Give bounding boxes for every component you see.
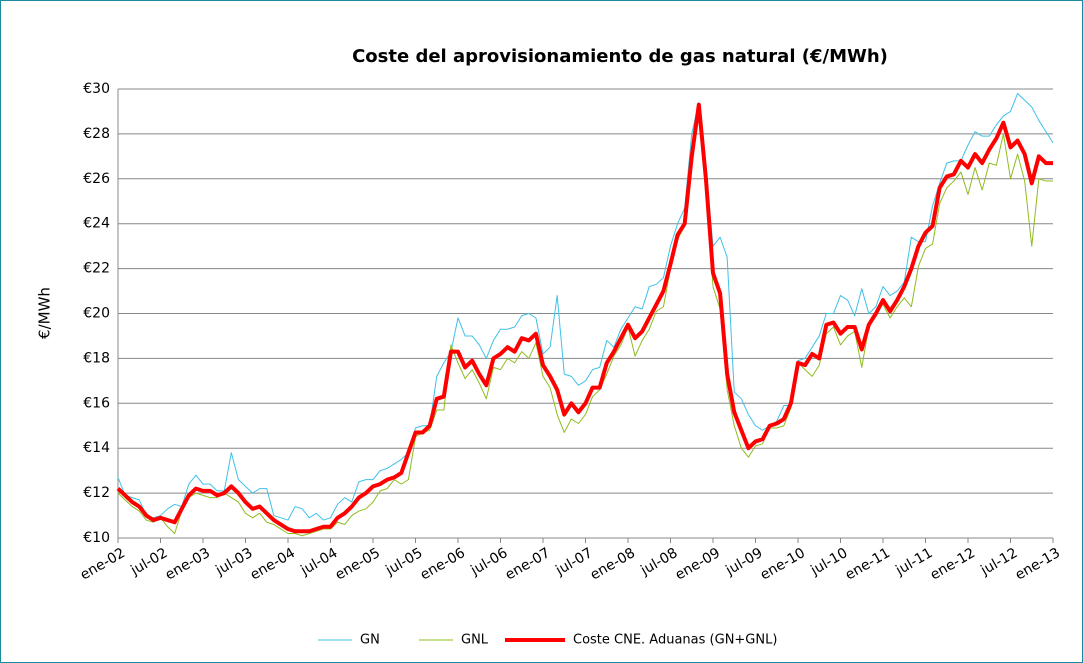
- y-tick-label: €26: [83, 171, 110, 187]
- legend-label: GNL: [461, 633, 489, 648]
- y-tick-label: €20: [83, 306, 110, 322]
- legend-label: GN: [360, 633, 380, 648]
- chart-title: Coste del aprovisionamiento de gas natur…: [352, 46, 888, 67]
- series-line: [117, 104, 1053, 537]
- y-axis-label: €/MWh: [36, 287, 54, 339]
- y-tick-label: €14: [83, 440, 110, 456]
- y-tick-label: €10: [83, 530, 110, 546]
- y-tick-label: €24: [83, 216, 110, 232]
- legend-label: Coste CNE. Aduanas (GN+GNL): [573, 633, 777, 648]
- y-tick-label: €18: [83, 350, 110, 366]
- y-tick-label: €30: [83, 81, 110, 97]
- series-line: [116, 102, 1053, 534]
- y-tick-label: €28: [83, 126, 110, 142]
- y-tick-label: €12: [83, 485, 110, 501]
- series-line: [117, 92, 1054, 521]
- y-tick-label: €16: [83, 395, 110, 411]
- y-tick-label: €22: [83, 261, 110, 277]
